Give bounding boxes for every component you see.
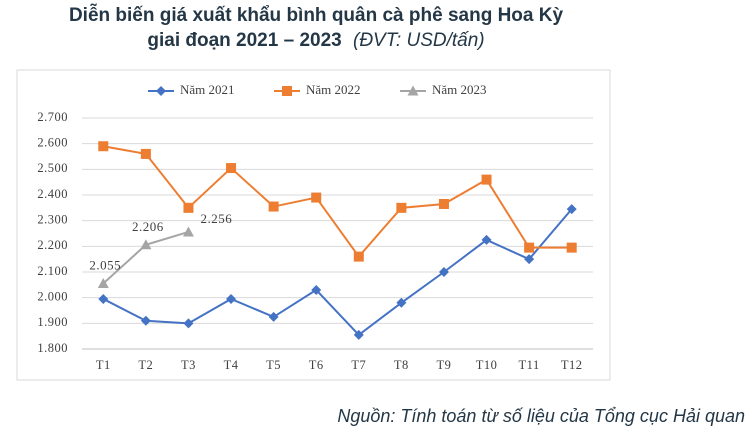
y-tick-label: 2.600 bbox=[37, 136, 68, 150]
x-tick-label: T2 bbox=[138, 358, 153, 372]
x-tick-label: T11 bbox=[519, 358, 540, 372]
marker bbox=[98, 293, 109, 304]
y-tick-label: 1.900 bbox=[37, 315, 68, 329]
chart-frame bbox=[16, 69, 611, 381]
marker bbox=[566, 204, 577, 215]
marker bbox=[396, 202, 407, 213]
legend-label: Năm 2023 bbox=[432, 82, 487, 97]
marker bbox=[566, 242, 577, 253]
marker bbox=[481, 174, 492, 185]
marker bbox=[140, 148, 151, 159]
x-tick-label: T3 bbox=[181, 358, 196, 372]
x-tick-label: T12 bbox=[561, 358, 583, 372]
chart-title-line: giai đoạn 2021 – 2023 (ĐVT: USD/tấn) bbox=[147, 30, 484, 51]
marker bbox=[407, 85, 419, 96]
data-label: 2.256 bbox=[200, 211, 232, 226]
series-line bbox=[103, 145, 572, 259]
marker bbox=[226, 163, 237, 174]
marker bbox=[282, 86, 292, 96]
y-tick-label: 2.300 bbox=[37, 213, 68, 227]
y-tick-label: 2.200 bbox=[37, 238, 68, 252]
x-tick-label: T7 bbox=[351, 358, 366, 372]
marker bbox=[268, 201, 279, 212]
marker bbox=[140, 239, 152, 250]
chart-title: Diễn biến giá xuất khẩu bình quân cà phê… bbox=[69, 4, 564, 26]
marker bbox=[183, 202, 194, 213]
legend-label: Năm 2021 bbox=[180, 82, 235, 97]
marker bbox=[438, 267, 449, 277]
y-tick-label: 2.700 bbox=[37, 110, 68, 124]
y-tick-label: 1.800 bbox=[37, 341, 68, 355]
x-tick-label: T9 bbox=[437, 358, 452, 372]
x-tick-label: T8 bbox=[394, 358, 409, 372]
x-tick-label: T6 bbox=[309, 358, 324, 372]
data-label: 2.206 bbox=[132, 219, 164, 234]
marker bbox=[353, 251, 364, 262]
marker bbox=[183, 318, 194, 329]
marker bbox=[182, 226, 194, 237]
chart-subtitle: (ĐVT: USD/tấn) bbox=[353, 30, 485, 51]
y-tick-label: 2.500 bbox=[37, 161, 68, 175]
marker bbox=[438, 198, 449, 209]
marker bbox=[524, 254, 535, 265]
marker bbox=[353, 329, 364, 340]
marker bbox=[311, 192, 322, 203]
marker bbox=[97, 278, 109, 289]
data-label: 2.055 bbox=[89, 258, 121, 273]
x-tick-label: T4 bbox=[224, 358, 239, 372]
marker bbox=[140, 315, 151, 326]
marker bbox=[98, 141, 109, 152]
legend-label: Năm 2022 bbox=[306, 82, 361, 97]
y-tick-label: 2.400 bbox=[37, 187, 68, 201]
series-line bbox=[102, 208, 573, 337]
marker bbox=[226, 293, 237, 304]
y-tick-label: 2.100 bbox=[37, 264, 68, 278]
x-tick-label: T5 bbox=[266, 358, 281, 372]
marker bbox=[396, 297, 407, 308]
y-tick-label: 2.000 bbox=[37, 290, 68, 304]
marker bbox=[156, 86, 166, 96]
x-tick-label: T10 bbox=[476, 358, 498, 372]
marker bbox=[268, 311, 279, 322]
marker bbox=[311, 284, 322, 295]
chart-title: giai đoạn 2021 – 2023 bbox=[147, 30, 341, 51]
x-tick-label: T1 bbox=[96, 358, 111, 372]
source-note: Nguồn: Tính toán từ số liệu của Tổng cục… bbox=[337, 406, 745, 426]
marker bbox=[481, 234, 492, 245]
marker bbox=[524, 242, 535, 253]
